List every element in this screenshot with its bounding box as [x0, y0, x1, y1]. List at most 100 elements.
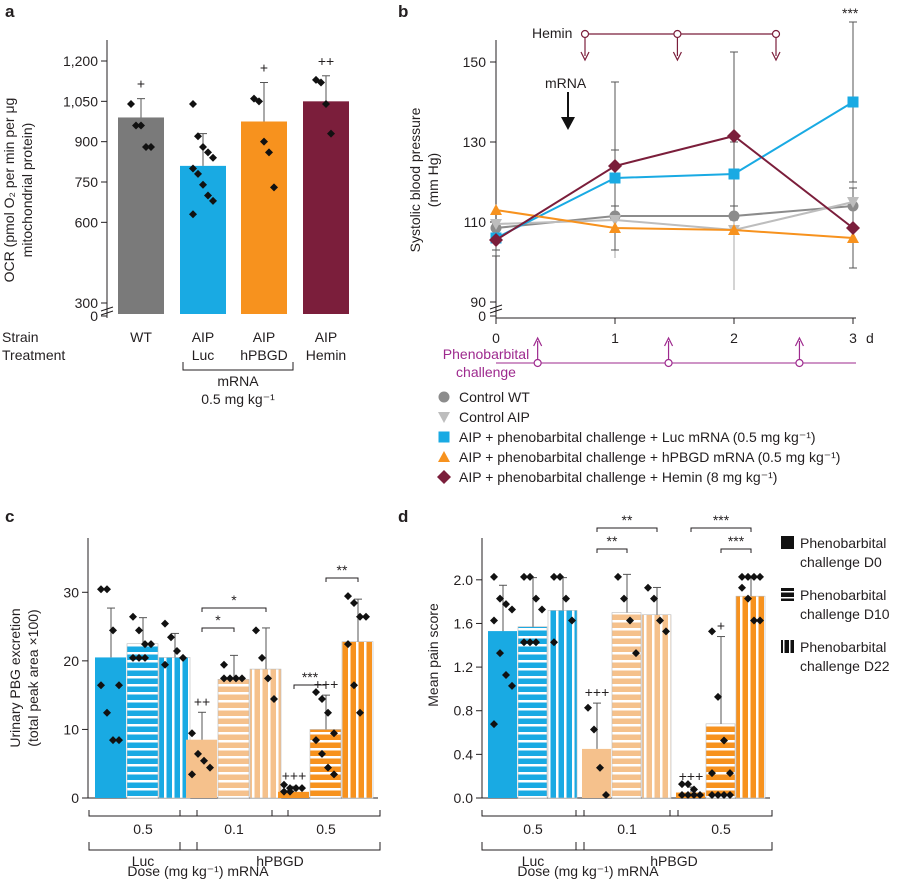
- panel-a-strain-label: AIP: [192, 329, 215, 345]
- panel-b-data-point: [489, 233, 503, 247]
- data-point: [115, 681, 123, 690]
- data-point: [708, 791, 716, 799]
- panel-a-annotation: +: [260, 60, 268, 76]
- data-point: [756, 616, 764, 625]
- pheno-label-2: challenge: [456, 364, 516, 380]
- data-point: [344, 640, 352, 649]
- panel-b-x-tick-label: 0: [492, 330, 500, 346]
- data-point: [632, 649, 640, 658]
- data-point: [356, 708, 364, 717]
- data-point: [147, 640, 155, 649]
- data-point: [97, 585, 105, 594]
- panel-a-bar: [118, 117, 164, 314]
- data-point: [97, 681, 105, 690]
- mrna-bracket-hpbgd: [179, 842, 381, 851]
- data-point: [129, 612, 137, 621]
- data-point: [330, 770, 338, 779]
- treatment-row-label: Treatment: [2, 347, 65, 363]
- legend-label: Control AIP: [459, 409, 530, 425]
- dose-label: 0.5: [133, 821, 153, 837]
- panel-a-strain-label: AIP: [315, 329, 338, 345]
- panel-a-point: [204, 191, 212, 200]
- y-tick-label: 10: [63, 721, 79, 737]
- data-point: [656, 616, 664, 625]
- data-point: [188, 770, 196, 779]
- bar: [95, 657, 126, 798]
- pheno-dose-arrowhead: [664, 336, 674, 347]
- hemin-dose-marker: [771, 29, 781, 39]
- panel-a-point: [199, 143, 207, 152]
- data-point: [678, 780, 686, 789]
- dose-bracket: [669, 810, 773, 817]
- panel-a: a OCR (pmol O₂ per min per μg mitochondr…: [1, 2, 349, 407]
- data-point: [526, 572, 534, 581]
- panel-b-significance: ***: [842, 5, 859, 21]
- significance-label: **: [607, 533, 618, 549]
- panel-b-x-tick-label: 3: [849, 330, 857, 346]
- panel-c-ylabel-2: (total peak area ×100): [25, 609, 41, 746]
- significance-bracket: [690, 527, 752, 532]
- pheno-dose-marker: [664, 358, 673, 368]
- data-point: [280, 787, 288, 796]
- bar-annotation: +: [717, 618, 725, 634]
- data-point: [744, 572, 752, 581]
- data-point: [194, 749, 202, 758]
- dose-bracket: [481, 810, 585, 817]
- dose-label: 0.5: [523, 821, 543, 837]
- panel-b-tick-label: 110: [464, 214, 487, 230]
- significance-bracket: [720, 548, 752, 553]
- data-point: [135, 653, 143, 662]
- legend-label: Phenobarbital: [800, 587, 886, 603]
- panel-c-xlabel: Dose (mg kg⁻¹) mRNA: [127, 863, 269, 879]
- significance-bracket: [201, 627, 235, 632]
- bar: [278, 791, 309, 798]
- data-point: [750, 572, 758, 581]
- panel-a-point: [194, 169, 202, 178]
- panel-a-point: [270, 183, 278, 192]
- data-point: [496, 594, 504, 603]
- significance-bracket: [596, 527, 658, 532]
- panel-a-strain-label: AIP: [253, 329, 276, 345]
- hemin-dose-arrowhead: [672, 51, 682, 62]
- panel-a-bars: + WT AIP Luc + AIP hPBGD ++ AIP Hemin: [118, 53, 349, 363]
- dose-label: 0.5: [711, 821, 731, 837]
- data-point: [220, 660, 228, 669]
- data-point: [238, 674, 246, 683]
- data-point: [684, 780, 692, 789]
- data-point: [103, 708, 111, 717]
- data-point: [690, 785, 698, 794]
- bar: [517, 626, 548, 799]
- panel-a-point: [317, 78, 325, 87]
- axis-break: [489, 304, 503, 314]
- pheno-label-1: Phenobarbital: [443, 346, 529, 362]
- dose-bracket: [88, 810, 198, 817]
- panel-b-ylabel-1: Systolic blood pressure: [407, 107, 423, 252]
- panel-b-ylabel-2: (mm Hg): [425, 153, 441, 207]
- data-point: [590, 725, 598, 734]
- panel-a-tick-label: 750: [75, 174, 99, 190]
- bar: [705, 723, 736, 799]
- panel-a-point: [147, 143, 155, 152]
- panel-b-data-point: [728, 224, 740, 235]
- y-tick-label: 0.4: [454, 746, 474, 762]
- panel-b-data-point: [847, 197, 859, 208]
- data-point: [520, 638, 528, 647]
- data-point: [298, 784, 306, 793]
- bar: [249, 668, 282, 799]
- bar: [341, 641, 374, 799]
- legend-swatch-vertical: [781, 640, 794, 653]
- data-point: [584, 703, 592, 712]
- pheno-dose-marker: [795, 358, 804, 368]
- data-point: [650, 594, 658, 603]
- legend-label: Phenobarbital: [800, 535, 886, 551]
- panel-b-letter: b: [398, 2, 408, 21]
- panel-a-point: [260, 137, 268, 146]
- panel-a-annotation: +: [137, 76, 145, 92]
- data-point: [726, 769, 734, 778]
- data-point: [532, 638, 540, 647]
- y-tick-label: 20: [63, 653, 79, 669]
- panel-b-data-point: [847, 232, 859, 243]
- data-point: [690, 791, 698, 799]
- panel-a-tick-label: 900: [75, 134, 99, 150]
